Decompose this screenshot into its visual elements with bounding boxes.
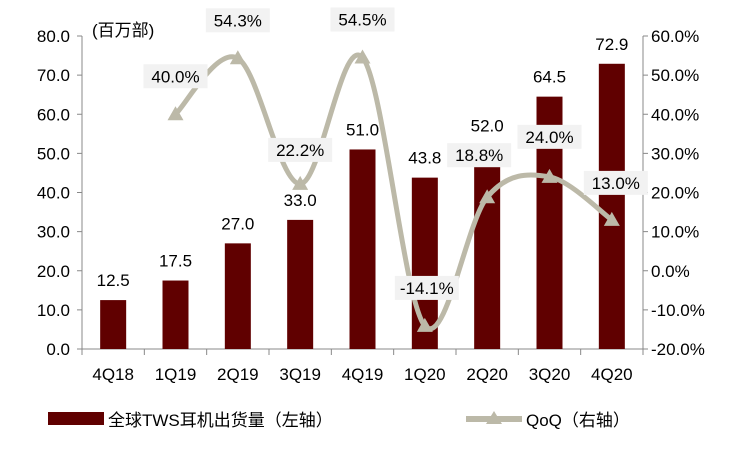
bar-label: 12.5 [97, 271, 130, 290]
bar-4Q20 [598, 63, 625, 350]
qoq-label-bg [143, 64, 208, 89]
qoq-label: 54.3% [214, 11, 262, 30]
unit-label: (百万部) [92, 21, 154, 40]
legend-label-bar: 全球TWS耳机出货量（左轴） [108, 411, 333, 430]
qoq-label-bg [205, 8, 270, 33]
legend-marker-triangle [486, 411, 502, 424]
qoq-marker [167, 106, 184, 121]
bar-label: 17.5 [159, 252, 192, 271]
qoq-marker [479, 189, 496, 204]
right-tick-label: 40.0% [651, 105, 699, 124]
x-tick-label: 3Q19 [279, 365, 321, 384]
bar-label: 27.0 [221, 214, 254, 233]
right-tick-label: 60.0% [651, 27, 699, 46]
qoq-label: 40.0% [151, 67, 199, 86]
qoq-label: 24.0% [525, 128, 573, 147]
qoq-label-bg [394, 275, 459, 300]
qoq-label-bg [447, 143, 512, 168]
left-tick-label: 50.0 [37, 144, 70, 163]
legend-label-line: QoQ（右轴） [526, 411, 630, 430]
x-tick-label: 2Q19 [217, 365, 259, 384]
qoq-label: 22.2% [276, 141, 324, 160]
left-tick-label: 40.0 [37, 184, 70, 203]
left-tick-label: 20.0 [37, 262, 70, 281]
left-tick-label: 80.0 [37, 27, 70, 46]
bar-label: 64.5 [533, 68, 566, 87]
legend: 全球TWS耳机出货量（左轴） QoQ（右轴） [48, 411, 630, 430]
bar-label: 43.8 [408, 149, 441, 168]
x-tick-label: 4Q19 [342, 365, 384, 384]
right-tick-label: 0.0% [651, 262, 690, 281]
right-tick-label: -10.0% [651, 301, 705, 320]
qoq-marker [229, 50, 246, 65]
qoq-marker [292, 175, 309, 190]
right-tick-label: 30.0% [651, 144, 699, 163]
bar-2Q19 [224, 243, 251, 349]
qoq-marker [416, 317, 433, 332]
qoq-label-bg [330, 7, 395, 32]
left-tick-label: 10.0 [37, 301, 70, 320]
right-tick-label: 50.0% [651, 66, 699, 85]
bar-label: 72.9 [595, 35, 628, 54]
x-tick-label: 1Q20 [404, 365, 446, 384]
qoq-label: 13.0% [592, 174, 640, 193]
bar-label: 33.0 [284, 191, 317, 210]
bar-1Q19 [162, 280, 189, 349]
qoq-label: 18.8% [455, 146, 503, 165]
left-tick-label: 0.0 [46, 340, 70, 359]
qoq-marker [603, 211, 620, 226]
left-tick-label: 70.0 [37, 66, 70, 85]
bar-4Q18 [100, 300, 127, 349]
bar-4Q19 [349, 149, 376, 349]
qoq-marker [541, 168, 558, 183]
bar-label: 52.0 [471, 117, 504, 136]
x-tick-label: 4Q20 [591, 365, 633, 384]
qoq-label: 54.5% [338, 11, 386, 30]
x-tick-label: 4Q18 [92, 365, 134, 384]
qoq-line [173, 52, 614, 332]
qoq-label-bg [517, 124, 582, 149]
bar-3Q19 [287, 219, 314, 349]
x-tick-label: 3Q20 [529, 365, 571, 384]
right-tick-label: 10.0% [651, 223, 699, 242]
right-tick-label: 20.0% [651, 184, 699, 203]
legend-swatch-bar [48, 412, 104, 425]
qoq-label-bg [583, 170, 648, 195]
left-tick-label: 60.0 [37, 105, 70, 124]
bar-2Q20 [474, 145, 501, 349]
x-tick-label: 1Q19 [155, 365, 197, 384]
bar-label: 51.0 [346, 120, 379, 139]
qoq-label-bg [268, 137, 333, 162]
right-tick-label: -20.0% [651, 340, 705, 359]
x-tick-label: 2Q20 [466, 365, 508, 384]
left-tick-label: 30.0 [37, 223, 70, 242]
qoq-marker [354, 49, 371, 64]
qoq-label: -14.1% [400, 279, 454, 298]
